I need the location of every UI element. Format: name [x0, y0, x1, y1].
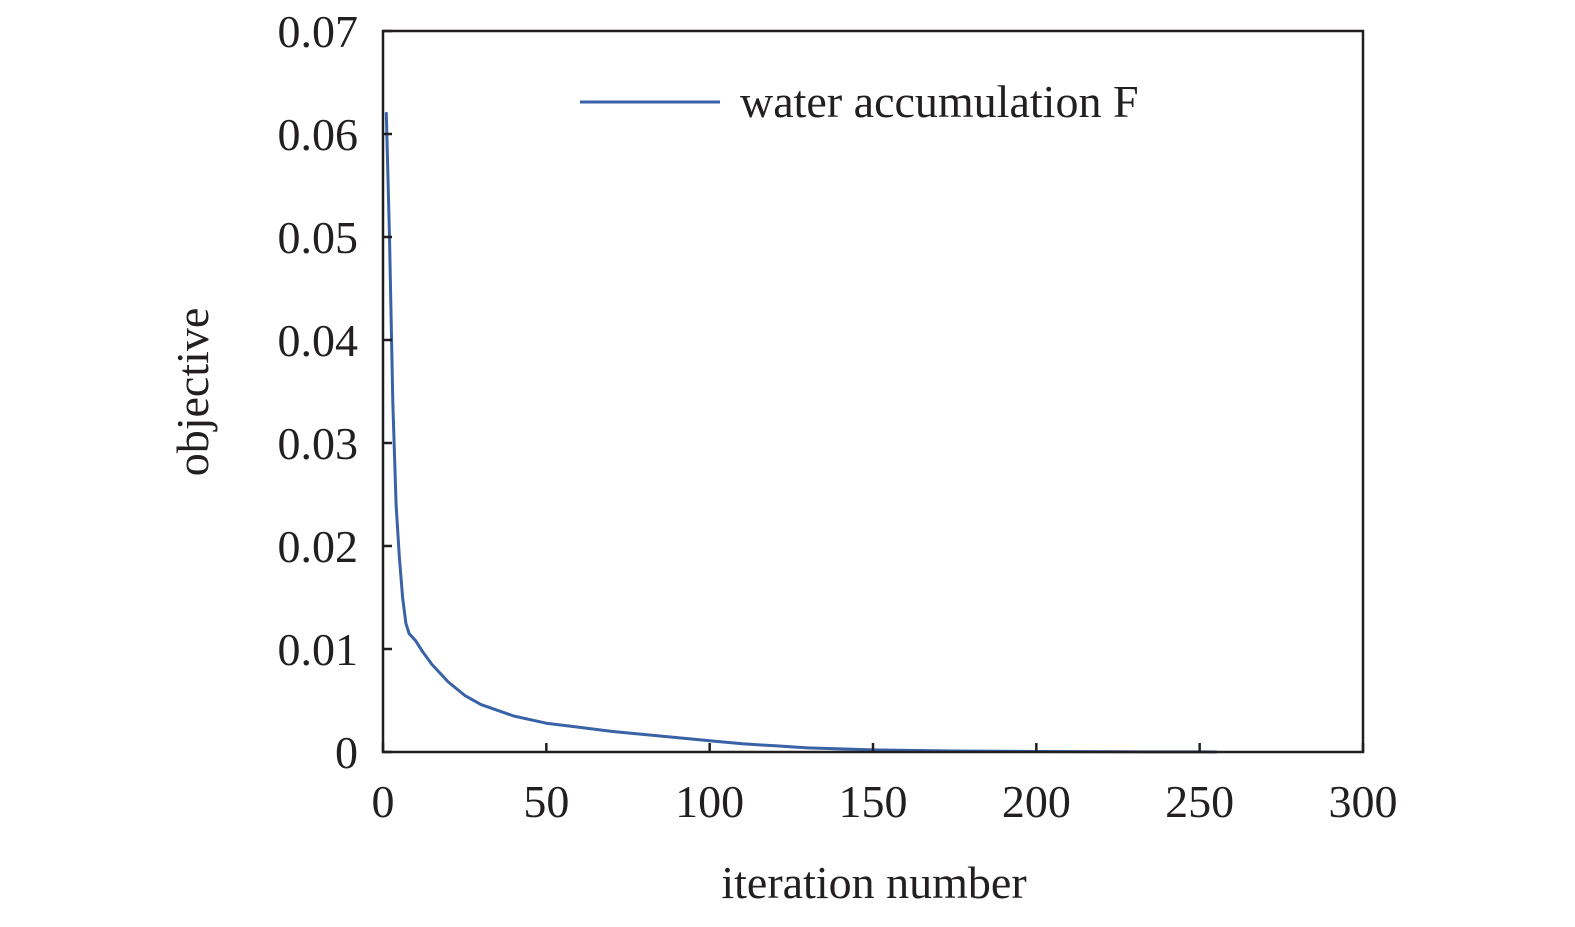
x-tick-label: 150	[839, 776, 908, 827]
x-axis-title: iteration number	[721, 857, 1026, 908]
x-tick-label: 100	[675, 776, 744, 827]
x-tick-label: 50	[523, 776, 569, 827]
series-line	[384, 111, 1218, 754]
y-tick-label: 0.05	[278, 212, 359, 263]
plot-frame	[381, 29, 1365, 754]
axes: 0 50 100 150 200 250 300 0 0.01 0.02 0.03 0.04 0.05 0…	[278, 6, 1398, 827]
legend: water accumulation F	[580, 76, 1139, 127]
y-tick-label: 0.03	[278, 418, 359, 469]
legend-label: water accumulation F	[740, 76, 1139, 127]
x-tick-label: 300	[1329, 776, 1398, 827]
y-axis-title: objective	[167, 308, 218, 477]
y-tick-label: 0.04	[278, 315, 359, 366]
x-tick-label: 250	[1165, 776, 1234, 827]
y-tick-label: 0.06	[278, 109, 359, 160]
x-tick-label: 0	[372, 776, 395, 827]
plot-area	[384, 111, 1218, 754]
y-tick-label: 0.01	[278, 624, 359, 675]
y-tick-label: 0	[335, 727, 358, 778]
y-tick-label: 0.07	[278, 6, 359, 57]
x-tick-label: 200	[1002, 776, 1071, 827]
y-tick-label: 0.02	[278, 521, 359, 572]
